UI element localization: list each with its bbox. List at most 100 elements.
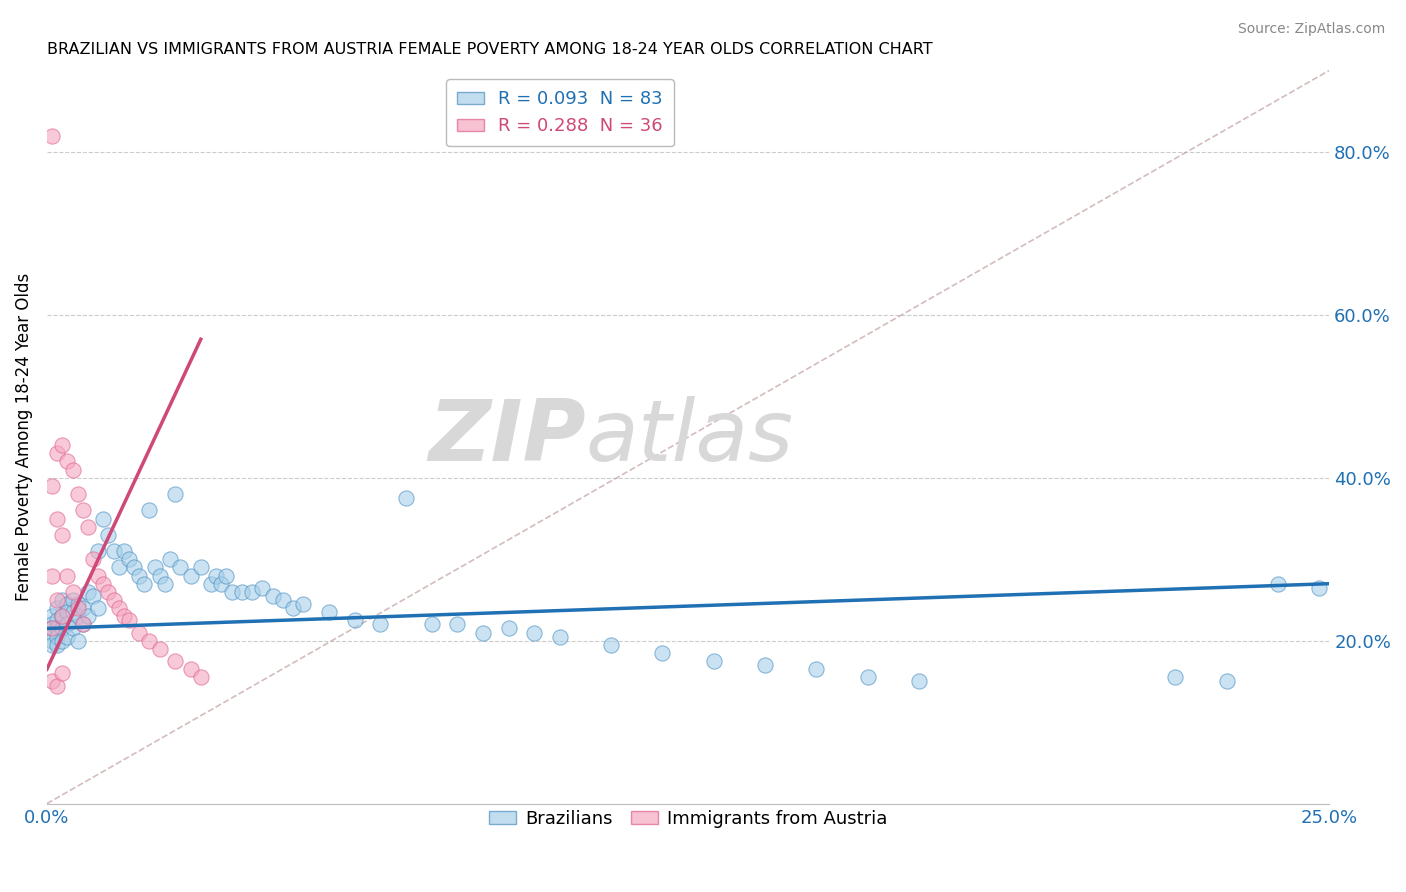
Point xyxy=(221,584,243,599)
Point xyxy=(66,487,89,501)
Point xyxy=(262,589,284,603)
Point xyxy=(600,638,623,652)
Point xyxy=(51,622,73,636)
Point xyxy=(41,638,63,652)
Point xyxy=(240,584,263,599)
Point xyxy=(856,670,879,684)
Point xyxy=(72,601,94,615)
Point xyxy=(46,511,69,525)
Point xyxy=(159,552,181,566)
Point xyxy=(107,560,129,574)
Point xyxy=(471,625,494,640)
Point xyxy=(41,622,63,636)
Point xyxy=(103,544,125,558)
Point xyxy=(215,568,238,582)
Point xyxy=(62,584,84,599)
Point xyxy=(112,544,135,558)
Point xyxy=(103,593,125,607)
Point xyxy=(523,625,546,640)
Point xyxy=(122,560,145,574)
Point xyxy=(138,503,160,517)
Point xyxy=(62,593,84,607)
Point xyxy=(118,552,141,566)
Point xyxy=(51,438,73,452)
Text: Source: ZipAtlas.com: Source: ZipAtlas.com xyxy=(1237,22,1385,37)
Point xyxy=(153,576,176,591)
Point xyxy=(165,654,187,668)
Point xyxy=(66,633,89,648)
Point xyxy=(41,128,63,143)
Legend: Brazilians, Immigrants from Austria: Brazilians, Immigrants from Austria xyxy=(482,803,894,835)
Point xyxy=(51,593,73,607)
Point xyxy=(281,601,304,615)
Point xyxy=(420,617,443,632)
Point xyxy=(51,633,73,648)
Point xyxy=(205,568,228,582)
Point xyxy=(41,622,63,636)
Point xyxy=(51,609,73,624)
Point xyxy=(62,622,84,636)
Point xyxy=(46,630,69,644)
Point xyxy=(56,597,79,611)
Point xyxy=(62,462,84,476)
Point xyxy=(128,625,150,640)
Point xyxy=(97,584,120,599)
Point xyxy=(66,609,89,624)
Point xyxy=(498,622,520,636)
Point xyxy=(56,605,79,619)
Text: atlas: atlas xyxy=(585,395,793,478)
Point xyxy=(231,584,253,599)
Point xyxy=(252,581,274,595)
Point xyxy=(87,601,110,615)
Point xyxy=(1215,674,1237,689)
Point xyxy=(66,597,89,611)
Point xyxy=(46,613,69,627)
Point xyxy=(56,454,79,468)
Point xyxy=(190,670,212,684)
Point xyxy=(82,589,104,603)
Point xyxy=(143,560,166,574)
Point xyxy=(87,544,110,558)
Point xyxy=(72,617,94,632)
Point xyxy=(1308,581,1330,595)
Point xyxy=(41,633,63,648)
Point xyxy=(41,479,63,493)
Point xyxy=(368,617,391,632)
Point xyxy=(87,568,110,582)
Point xyxy=(169,560,191,574)
Point xyxy=(1164,670,1187,684)
Y-axis label: Female Poverty Among 18-24 Year Olds: Female Poverty Among 18-24 Year Olds xyxy=(15,273,32,601)
Point xyxy=(72,617,94,632)
Point xyxy=(128,568,150,582)
Point xyxy=(46,601,69,615)
Text: BRAZILIAN VS IMMIGRANTS FROM AUSTRIA FEMALE POVERTY AMONG 18-24 YEAR OLDS CORREL: BRAZILIAN VS IMMIGRANTS FROM AUSTRIA FEM… xyxy=(46,42,932,57)
Point xyxy=(41,568,63,582)
Point xyxy=(62,605,84,619)
Point xyxy=(41,609,63,624)
Point xyxy=(134,576,156,591)
Point xyxy=(107,601,129,615)
Point xyxy=(41,617,63,632)
Point xyxy=(271,593,294,607)
Point xyxy=(72,503,94,517)
Point xyxy=(806,662,828,676)
Point xyxy=(343,613,366,627)
Point xyxy=(82,552,104,566)
Point xyxy=(446,617,468,632)
Point xyxy=(46,638,69,652)
Point xyxy=(77,609,100,624)
Point xyxy=(180,662,202,676)
Point xyxy=(41,674,63,689)
Point xyxy=(91,511,114,525)
Text: ZIP: ZIP xyxy=(427,395,585,478)
Point xyxy=(118,613,141,627)
Point xyxy=(651,646,673,660)
Point xyxy=(190,560,212,574)
Point xyxy=(138,633,160,648)
Point xyxy=(908,674,931,689)
Point xyxy=(209,576,232,591)
Point xyxy=(548,630,571,644)
Point xyxy=(56,617,79,632)
Point xyxy=(149,641,172,656)
Point xyxy=(46,622,69,636)
